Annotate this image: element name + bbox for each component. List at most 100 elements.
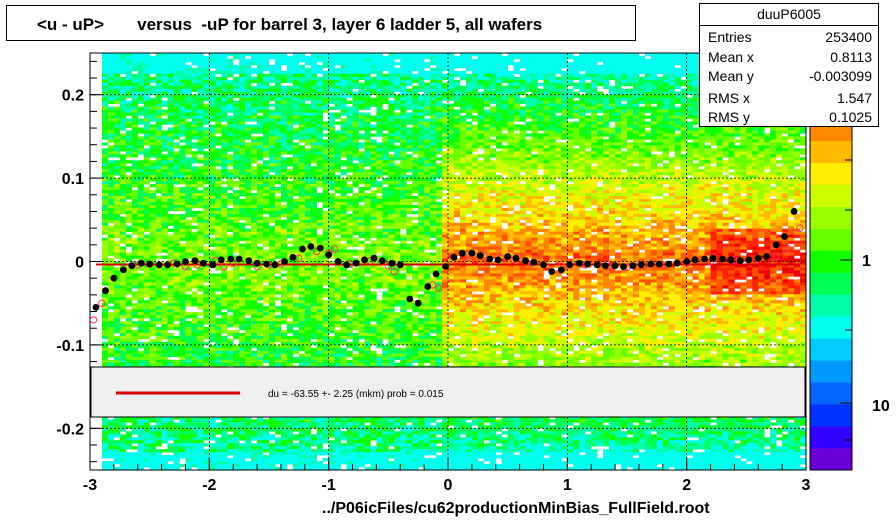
- heat-cell: [209, 356, 216, 361]
- heat-cell: [173, 359, 180, 364]
- heat-cell: [274, 53, 282, 57]
- heat-cell: [269, 434, 276, 438]
- heat-cell: [167, 434, 174, 438]
- heat-cell: [316, 127, 323, 131]
- heat-cell: [107, 145, 115, 149]
- heat-cell: [197, 142, 204, 146]
- heat-cell: [239, 204, 246, 209]
- heat-cell: [143, 148, 150, 152]
- heat-cell: [322, 338, 329, 343]
- heat-cell: [263, 106, 270, 110]
- heat-cell: [257, 324, 264, 328]
- heat-cell: [274, 222, 282, 227]
- heat-cell: [245, 300, 252, 304]
- heat-cell: [197, 115, 204, 119]
- heat-cell: [328, 216, 335, 221]
- heat-cell: [263, 458, 270, 462]
- heat-cell: [203, 160, 210, 164]
- heat-cell: [292, 172, 300, 176]
- heat-cell: [257, 88, 264, 93]
- heat-cell: [239, 82, 246, 87]
- heat-cell: [167, 198, 174, 203]
- heat-cell: [221, 219, 228, 224]
- heat-cell: [227, 53, 234, 57]
- heat-cell: [149, 455, 156, 459]
- heat-cell: [251, 330, 258, 334]
- heat-cell: [269, 151, 276, 155]
- heat-cell: [269, 64, 276, 69]
- heat-cell: [274, 109, 282, 113]
- heat-cell: [179, 169, 186, 173]
- heat-cell: [233, 428, 240, 432]
- heat-cell: [310, 184, 318, 188]
- heat-cell: [143, 246, 150, 250]
- heat-cell: [167, 288, 174, 292]
- heat-cell: [197, 121, 204, 125]
- heat-cell: [257, 127, 264, 131]
- heat-cell: [209, 207, 216, 212]
- heat-cell: [125, 201, 133, 206]
- heat-cell: [161, 455, 168, 459]
- heat-cell: [322, 172, 329, 176]
- heat-cell: [185, 246, 192, 250]
- heat-cell: [179, 297, 186, 301]
- heat-cell: [125, 109, 133, 113]
- heat-cell: [263, 121, 270, 125]
- heat-cell: [209, 133, 216, 137]
- heat-cell: [215, 142, 222, 146]
- heat-cell: [269, 213, 276, 218]
- heat-cell: [316, 350, 323, 355]
- heat-cell: [167, 306, 174, 310]
- heat-cell: [185, 297, 192, 301]
- heat-cell: [173, 255, 180, 259]
- heat-cell: [322, 204, 329, 209]
- heat-cell: [107, 297, 115, 301]
- heat-cell: [125, 151, 133, 155]
- heat-cell: [113, 55, 121, 60]
- heat-cell: [257, 449, 264, 453]
- heat-cell: [304, 76, 312, 81]
- heat-cell: [274, 70, 282, 75]
- heat-cell: [191, 362, 198, 367]
- heat-cell: [197, 103, 204, 107]
- heat-cell: [185, 276, 192, 280]
- heat-cell: [280, 416, 288, 420]
- heat-cell: [131, 145, 139, 149]
- heat-cell: [167, 422, 174, 426]
- heat-cell: [280, 53, 288, 57]
- heat-cell: [179, 85, 186, 90]
- heat-cell: [161, 350, 168, 355]
- heat-cell: [292, 452, 300, 456]
- heat-cell: [304, 425, 312, 429]
- heat-cell: [101, 213, 109, 218]
- heat-cell: [286, 443, 294, 447]
- heat-cell: [251, 258, 258, 262]
- heat-cell: [155, 118, 162, 122]
- heat-cell: [292, 270, 300, 274]
- heat-cell: [191, 335, 198, 340]
- heat-cell: [263, 309, 270, 313]
- heat-cell: [304, 249, 312, 253]
- heat-cell: [269, 94, 276, 98]
- heat-cell: [233, 163, 240, 167]
- heat-cell: [107, 184, 115, 188]
- heat-cell: [274, 67, 282, 72]
- heat-cell: [167, 267, 174, 271]
- heat-cell: [185, 312, 192, 316]
- heat-cell: [322, 219, 329, 224]
- heat-cell: [155, 187, 162, 191]
- heat-cell: [274, 335, 282, 340]
- heat-cell: [149, 246, 156, 250]
- heat-cell: [173, 344, 180, 349]
- heat-cell: [221, 455, 228, 459]
- heat-cell: [257, 258, 264, 262]
- heat-cell: [221, 136, 228, 140]
- heat-cell: [119, 446, 127, 450]
- heat-cell: [119, 240, 127, 244]
- heat-cell: [227, 79, 234, 84]
- heat-cell: [310, 273, 318, 277]
- heat-cell: [155, 303, 162, 307]
- heat-cell: [257, 270, 264, 274]
- heat-cell: [316, 464, 323, 468]
